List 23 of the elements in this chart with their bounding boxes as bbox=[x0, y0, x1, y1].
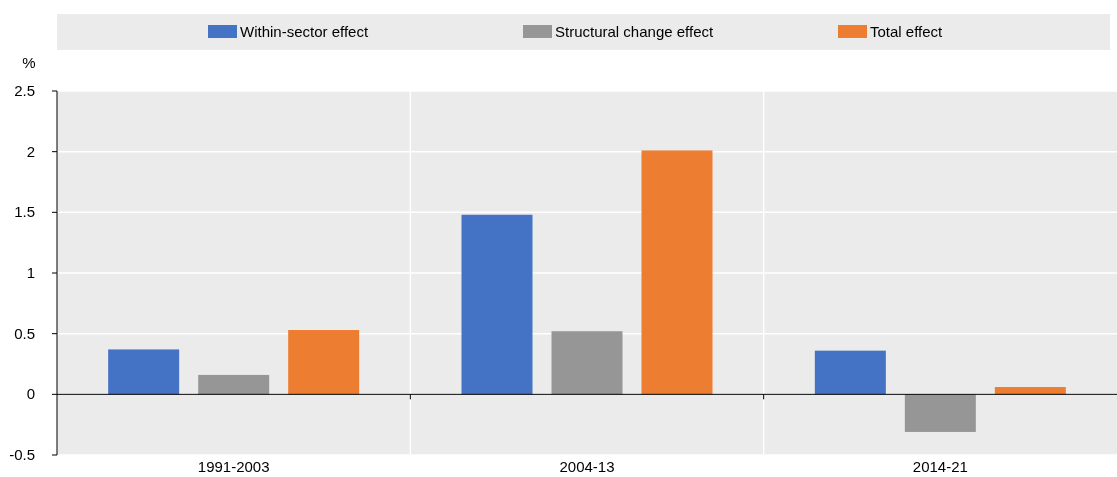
y-tick-label: 2 bbox=[26, 142, 35, 160]
legend-label: Structural change effect bbox=[555, 23, 714, 40]
bar bbox=[461, 214, 533, 395]
y-tick-label: 1.5 bbox=[14, 203, 35, 221]
bar bbox=[641, 150, 713, 395]
legend-label: Total effect bbox=[870, 23, 944, 40]
y-tick-label: 2.5 bbox=[14, 82, 35, 99]
bar bbox=[551, 331, 623, 395]
bar bbox=[814, 350, 886, 395]
legend-label: Within-sector effect bbox=[240, 23, 369, 40]
bar bbox=[904, 394, 976, 432]
bar bbox=[288, 330, 360, 395]
y-tick-label: -0.5 bbox=[9, 446, 35, 463]
x-tick-label: 1991-2003 bbox=[197, 458, 270, 475]
x-tick-label: 2014-21 bbox=[912, 458, 968, 475]
y-tick-label: 1 bbox=[26, 264, 35, 281]
bar bbox=[198, 374, 270, 395]
y-tick-label: 0.5 bbox=[14, 324, 35, 342]
bar bbox=[994, 387, 1066, 395]
y-tick-label: 0 bbox=[26, 385, 35, 403]
y-axis-title: % bbox=[22, 54, 36, 71]
x-tick-label: 2004-13 bbox=[559, 458, 615, 475]
bar bbox=[108, 349, 180, 395]
